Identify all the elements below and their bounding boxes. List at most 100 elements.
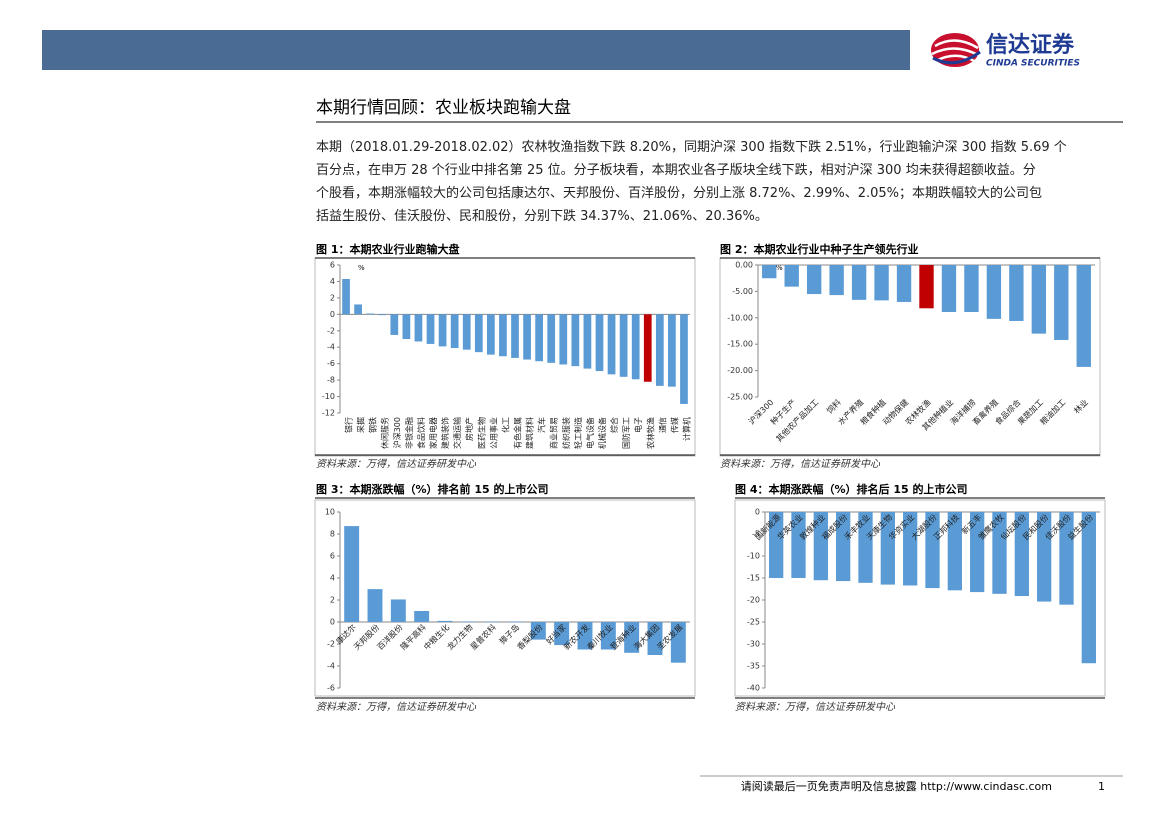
bar — [874, 265, 889, 301]
x-tick-label: 饲料 — [824, 397, 842, 415]
x-tick-label: 银行 — [344, 417, 354, 433]
x-tick-label: 林业 — [1072, 397, 1090, 415]
y-tick-label: -15 — [747, 574, 760, 583]
bar — [1054, 265, 1069, 340]
y-tick-label: 0.00 — [735, 261, 753, 270]
x-tick-label: 计算机 — [681, 417, 691, 441]
x-tick-label: 国防军工 — [621, 417, 631, 449]
y-tick-label: 8 — [330, 530, 335, 539]
y-tick-label: -2 — [327, 640, 335, 649]
chart-frame — [734, 499, 1106, 697]
y-tick-label: -15.00 — [727, 340, 753, 349]
bar — [499, 314, 507, 357]
bar — [829, 265, 844, 296]
unit-label: % — [776, 264, 783, 272]
y-tick-label: 4 — [330, 277, 335, 286]
logo-en: CINDA SECURITIES — [986, 59, 1080, 69]
bar — [390, 314, 399, 335]
bar — [836, 512, 851, 582]
bar — [670, 622, 686, 663]
x-tick-label: 沪深300 — [392, 417, 402, 448]
bar — [880, 512, 895, 585]
y-tick-label: -20 — [747, 596, 760, 605]
y-tick-label: -6 — [327, 359, 335, 368]
bar — [438, 314, 447, 347]
paragraph-line: 本期（2018.01.29-2018.02.02）农林牧渔指数下跌 8.20%，… — [316, 140, 1067, 155]
y-tick-label: -5 — [752, 530, 760, 539]
bar — [390, 599, 406, 622]
chart-title: 图 1：本期农业行业跑输大盘 — [316, 242, 459, 256]
chart-title: 图 3：本期涨跌幅（%）排名前 15 的上市公司 — [316, 482, 548, 496]
x-tick-label: 综合 — [609, 417, 619, 433]
x-tick-label: 化工 — [500, 417, 510, 433]
y-tick-label: -25.00 — [727, 393, 753, 402]
bar — [530, 622, 546, 640]
bar — [571, 314, 580, 367]
bar — [941, 265, 957, 312]
y-tick-label: 0 — [755, 508, 760, 517]
bar — [462, 314, 471, 350]
chart-source: 资料来源：万得，信达证券研发中心 — [316, 701, 477, 713]
y-tick-label: -40 — [747, 684, 760, 693]
x-tick-label: 建筑装饰 — [440, 417, 450, 449]
bar — [577, 622, 593, 650]
chart-source: 资料来源：万得，信达证券研发中心 — [316, 458, 477, 470]
unit-label: % — [358, 264, 365, 272]
bar — [535, 314, 543, 362]
logo — [931, 33, 981, 67]
x-tick-label: 交通运输 — [452, 417, 462, 449]
bar — [631, 314, 640, 380]
bar — [554, 622, 570, 646]
bar — [484, 621, 500, 623]
x-tick-label: 纺织服装 — [561, 417, 571, 449]
chart-source: 资料来源：万得，信达证券研发中心 — [720, 458, 881, 470]
y-tick-label: -10 — [747, 552, 760, 561]
x-tick-label: 通信 — [657, 417, 667, 433]
y-tick-label: -6 — [327, 684, 335, 693]
section-title: 本期行情回顾：农业板块跑输大盘 — [316, 98, 571, 118]
bar — [680, 314, 688, 404]
bar — [806, 265, 822, 295]
bar — [903, 512, 918, 586]
y-tick-label: -5.00 — [732, 287, 753, 296]
bar — [583, 314, 592, 369]
bar — [547, 314, 556, 363]
bar — [474, 314, 483, 353]
x-tick-label: 星普农科 — [468, 622, 498, 652]
bar — [925, 512, 940, 589]
x-tick-label: 公用事业 — [488, 417, 498, 449]
x-tick-label: 电子 — [633, 417, 643, 433]
x-tick-label: 电气设备 — [585, 417, 595, 449]
y-tick-label: -8 — [327, 376, 335, 385]
bar — [992, 512, 1007, 594]
x-tick-label: 轻工制造 — [573, 417, 583, 449]
x-tick-label: 机械设备 — [597, 417, 607, 449]
y-tick-label: -35 — [747, 662, 760, 671]
bar — [896, 265, 912, 302]
y-tick-label: 2 — [330, 596, 335, 605]
bar — [437, 620, 453, 622]
bar — [487, 314, 495, 355]
bar — [344, 526, 360, 622]
bar — [460, 621, 476, 623]
x-tick-label: 医药生物 — [476, 417, 486, 449]
y-tick-label: -4 — [327, 343, 335, 352]
y-tick-label: 0 — [330, 618, 335, 627]
header-bar — [42, 30, 910, 70]
y-tick-label: 4 — [330, 574, 335, 583]
x-tick-label: 家用电器 — [428, 417, 438, 449]
x-tick-label: 采掘 — [356, 417, 366, 433]
bar — [1076, 265, 1091, 367]
bar — [668, 314, 676, 387]
x-tick-label: 非银金融 — [404, 417, 414, 449]
bar — [1059, 512, 1074, 605]
y-tick-label: -25 — [747, 618, 760, 627]
chart-frame — [314, 499, 696, 697]
bar — [378, 314, 387, 316]
bar — [762, 265, 777, 279]
y-tick-label: -2 — [327, 326, 335, 335]
bar — [1014, 512, 1029, 597]
bar — [970, 512, 985, 593]
